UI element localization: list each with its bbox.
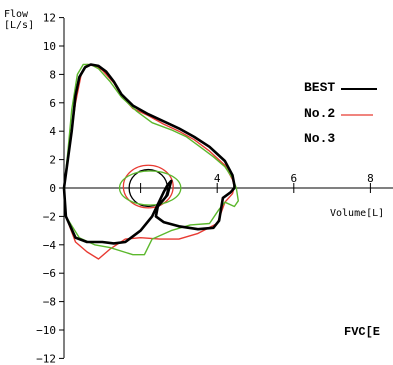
y-tick-label: 2	[49, 154, 56, 167]
data-series	[62, 63, 240, 260]
legend-label-no3: No.3	[304, 131, 335, 146]
y-tick-label: −10	[36, 324, 56, 337]
y-tick-label: −4	[43, 239, 57, 252]
y-tick-label: 4	[49, 125, 56, 138]
tidal-loop	[122, 164, 174, 209]
x-tick-label: 8	[367, 172, 374, 185]
series-line-no2	[63, 63, 236, 260]
series-line-best	[62, 63, 236, 245]
fvc-corner-text: FVC[E	[344, 325, 380, 339]
y-ticks: 12 10 8 6 4 2 0 −2 −4 −6 −8 −10 −12	[36, 12, 64, 365]
legend-label-no2: No.2	[304, 106, 335, 121]
y-axis-label-line1: Flow	[4, 9, 29, 20]
y-tick-label: 8	[49, 68, 56, 81]
x-ticks: 4 6 8	[140, 172, 374, 193]
legend: BEST No.2 No.3	[304, 80, 377, 146]
y-tick-label: −6	[43, 267, 56, 280]
y-tick-label: −8	[43, 296, 56, 309]
y-tick-label: −2	[43, 210, 56, 223]
y-axis-label-line2: [L/s]	[4, 20, 34, 31]
x-axis-label: Volume[L]	[330, 208, 384, 219]
y-tick-label: 6	[49, 97, 56, 110]
tidal-loop	[128, 168, 169, 208]
y-tick-label: 10	[43, 40, 56, 53]
tidal-loop	[118, 170, 182, 206]
y-tick-label: 12	[43, 12, 56, 25]
legend-label-best: BEST	[304, 80, 335, 95]
x-tick-label: 6	[290, 172, 297, 185]
y-tick-label: 0	[49, 182, 56, 195]
x-tick-label: 4	[214, 172, 221, 185]
tidal-loops	[118, 164, 182, 209]
y-tick-label: −12	[36, 352, 56, 365]
